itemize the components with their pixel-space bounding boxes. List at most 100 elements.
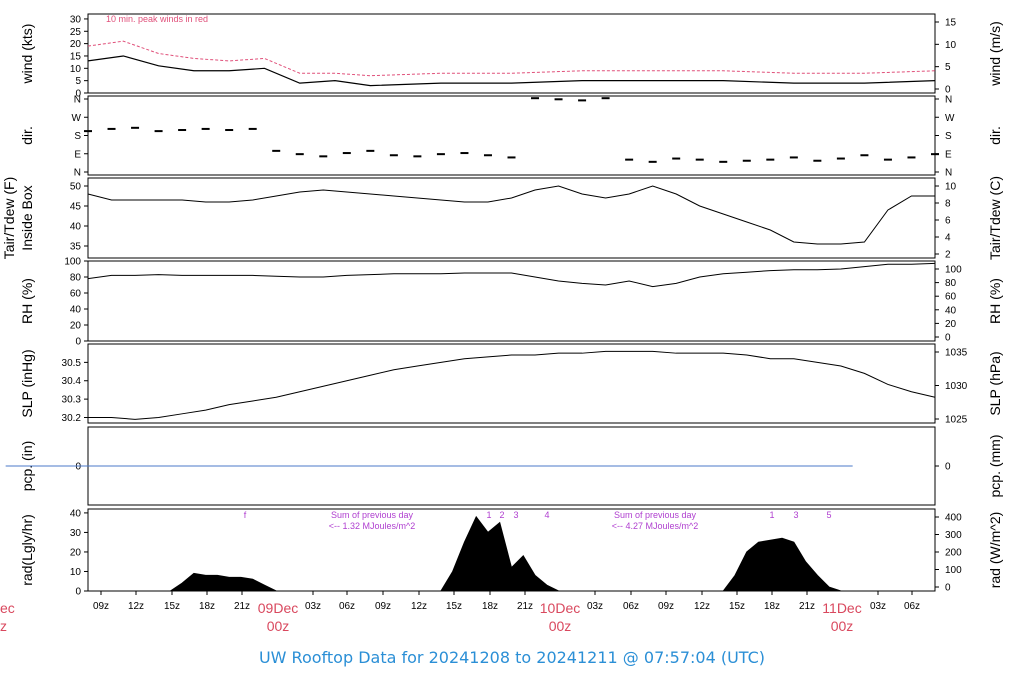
wind-ytick-label-right: 15 [945,18,957,29]
dir-point [860,154,869,157]
x-tick-label: 06z [623,601,639,612]
dir-point [578,99,587,102]
rad-marker: 3 [793,510,798,520]
dir-point [131,126,140,129]
x-tick-label: 12z [128,601,144,612]
dir-point [84,130,92,133]
rh-ytick-label-right: 0 [945,333,951,344]
rad-marker: f [244,510,247,520]
rad-ytick-label-left: 30 [70,528,82,539]
temp-ylabel-2: Inside Box [19,185,35,250]
dir-point [883,158,892,161]
x-day-label-clipped: ec [0,600,15,616]
wind-ytick-label-left: 10 [70,64,82,75]
temp-ytick-label-left: 35 [70,242,82,253]
rad-ytick-label-left: 20 [70,547,82,558]
dir-ytick-label-left: N [74,95,81,106]
dir-point [154,130,163,133]
rad-ytick-label-left: 10 [70,567,82,578]
dir-point [248,127,257,130]
footer-tz: (UTC) [720,648,766,667]
rad-ytick-label-right: 100 [945,565,962,576]
dir-point [648,160,657,163]
footer-prefix: UW Rooftop Data for [258,648,424,667]
dir-point [342,152,351,155]
slp-ytick-label-right: 1035 [945,348,968,359]
slp-panel-frame [87,343,936,424]
rad-ytick-label-right: 200 [945,548,962,559]
x-day-label: 09Dec [258,600,298,616]
rad-marker: 4 [544,510,549,520]
dir-point [413,155,422,158]
pcp-ytick-label-left: 0 [75,462,81,473]
slp-ytick-label-left: 30.2 [62,413,82,424]
dir-point [507,156,516,159]
x-tick-label: 03z [305,601,321,612]
x-tick-label: 12z [411,601,427,612]
dir-point [201,127,210,130]
slp-ylabel-right: SLP (hPa) [987,351,1003,415]
temp-ytick-label-right: 8 [945,199,951,210]
footer-title: UW Rooftop Data for 20241208 to 20241211… [0,648,1024,667]
rad-ytick-label-right: 300 [945,530,962,541]
dir-point [389,154,398,157]
x-tick-label: 03z [587,601,603,612]
slp-ylabel: SLP (inHg) [19,349,35,417]
rad-area-day-2 [440,515,559,592]
dir-point [813,159,822,162]
rad-ytick-label-right: 0 [945,583,951,594]
dir-ytick-label-right: S [945,131,952,142]
temp-ytick-label-left: 50 [70,182,82,193]
rad-annotation-line-1: Sum of previous day [614,510,697,520]
rad-marker: 2 [499,510,504,520]
wind-ytick-label-right: 10 [945,40,957,51]
rad-marker: 1 [769,510,774,520]
dir-point [836,157,845,160]
rh-ylabel: RH (%) [19,278,35,324]
rh-line [87,262,936,288]
dir-point [319,155,328,158]
x-tick-label: 21z [799,601,815,612]
rh-ytick-label-left: 100 [64,257,81,268]
dir-ytick-label-left: W [72,113,82,124]
rad-marker: 1 [486,510,491,520]
dir-ytick-label-left: E [74,149,81,160]
temp-ylabel-right: Tair/Tdew (C) [987,176,1003,260]
dir-point [483,154,492,157]
temp-ytick-label-left: 40 [70,222,82,233]
rh-ytick-label-left: 0 [75,337,81,348]
dir-point [460,152,469,155]
x-tick-label: 03z [870,601,886,612]
dir-point [672,157,681,160]
pcp-ylabel-right: pcp. (mm) [987,435,1003,498]
rad-ytick-label-left: 40 [70,508,82,519]
wind-ytick-label-right: 5 [945,62,951,73]
wind-ytick-label-left: 30 [70,14,82,25]
dir-point [789,156,798,159]
rad-ylabel-right: rad (W/m^2) [987,512,1003,589]
dir-point [554,98,563,101]
x-tick-label: 12z [694,601,710,612]
temp-ytick-label-right: 2 [945,250,951,261]
footer-to: to [515,648,532,667]
pcp-ytick-label-right: 0 [945,462,951,473]
dir-point [601,97,610,100]
wind-ytick-label-left: 20 [70,39,82,50]
dir-point [366,149,375,152]
x-day-hour-label: 00z [267,618,290,634]
rad-area-day-1 [168,572,277,592]
dir-ytick-label-left: S [74,131,81,142]
x-tick-label: 18z [199,601,215,612]
wind-annotation: 10 min. peak winds in red [106,14,208,24]
wind-ytick-label-left: 0 [75,89,81,100]
dir-point [295,153,304,156]
dir-point [695,158,704,161]
wind-ylabel-right: wind (m/s) [987,21,1003,87]
x-day-hour-label-clipped: z [0,618,7,634]
wind-ylabel: wind (kts) [19,24,35,85]
dir-ytick-label-right: N [945,168,952,179]
x-tick-label: 06z [339,601,355,612]
rad-annotation-line-2: <-- 1.32 MJoules/m^2 [329,521,416,531]
dir-point [625,158,634,161]
